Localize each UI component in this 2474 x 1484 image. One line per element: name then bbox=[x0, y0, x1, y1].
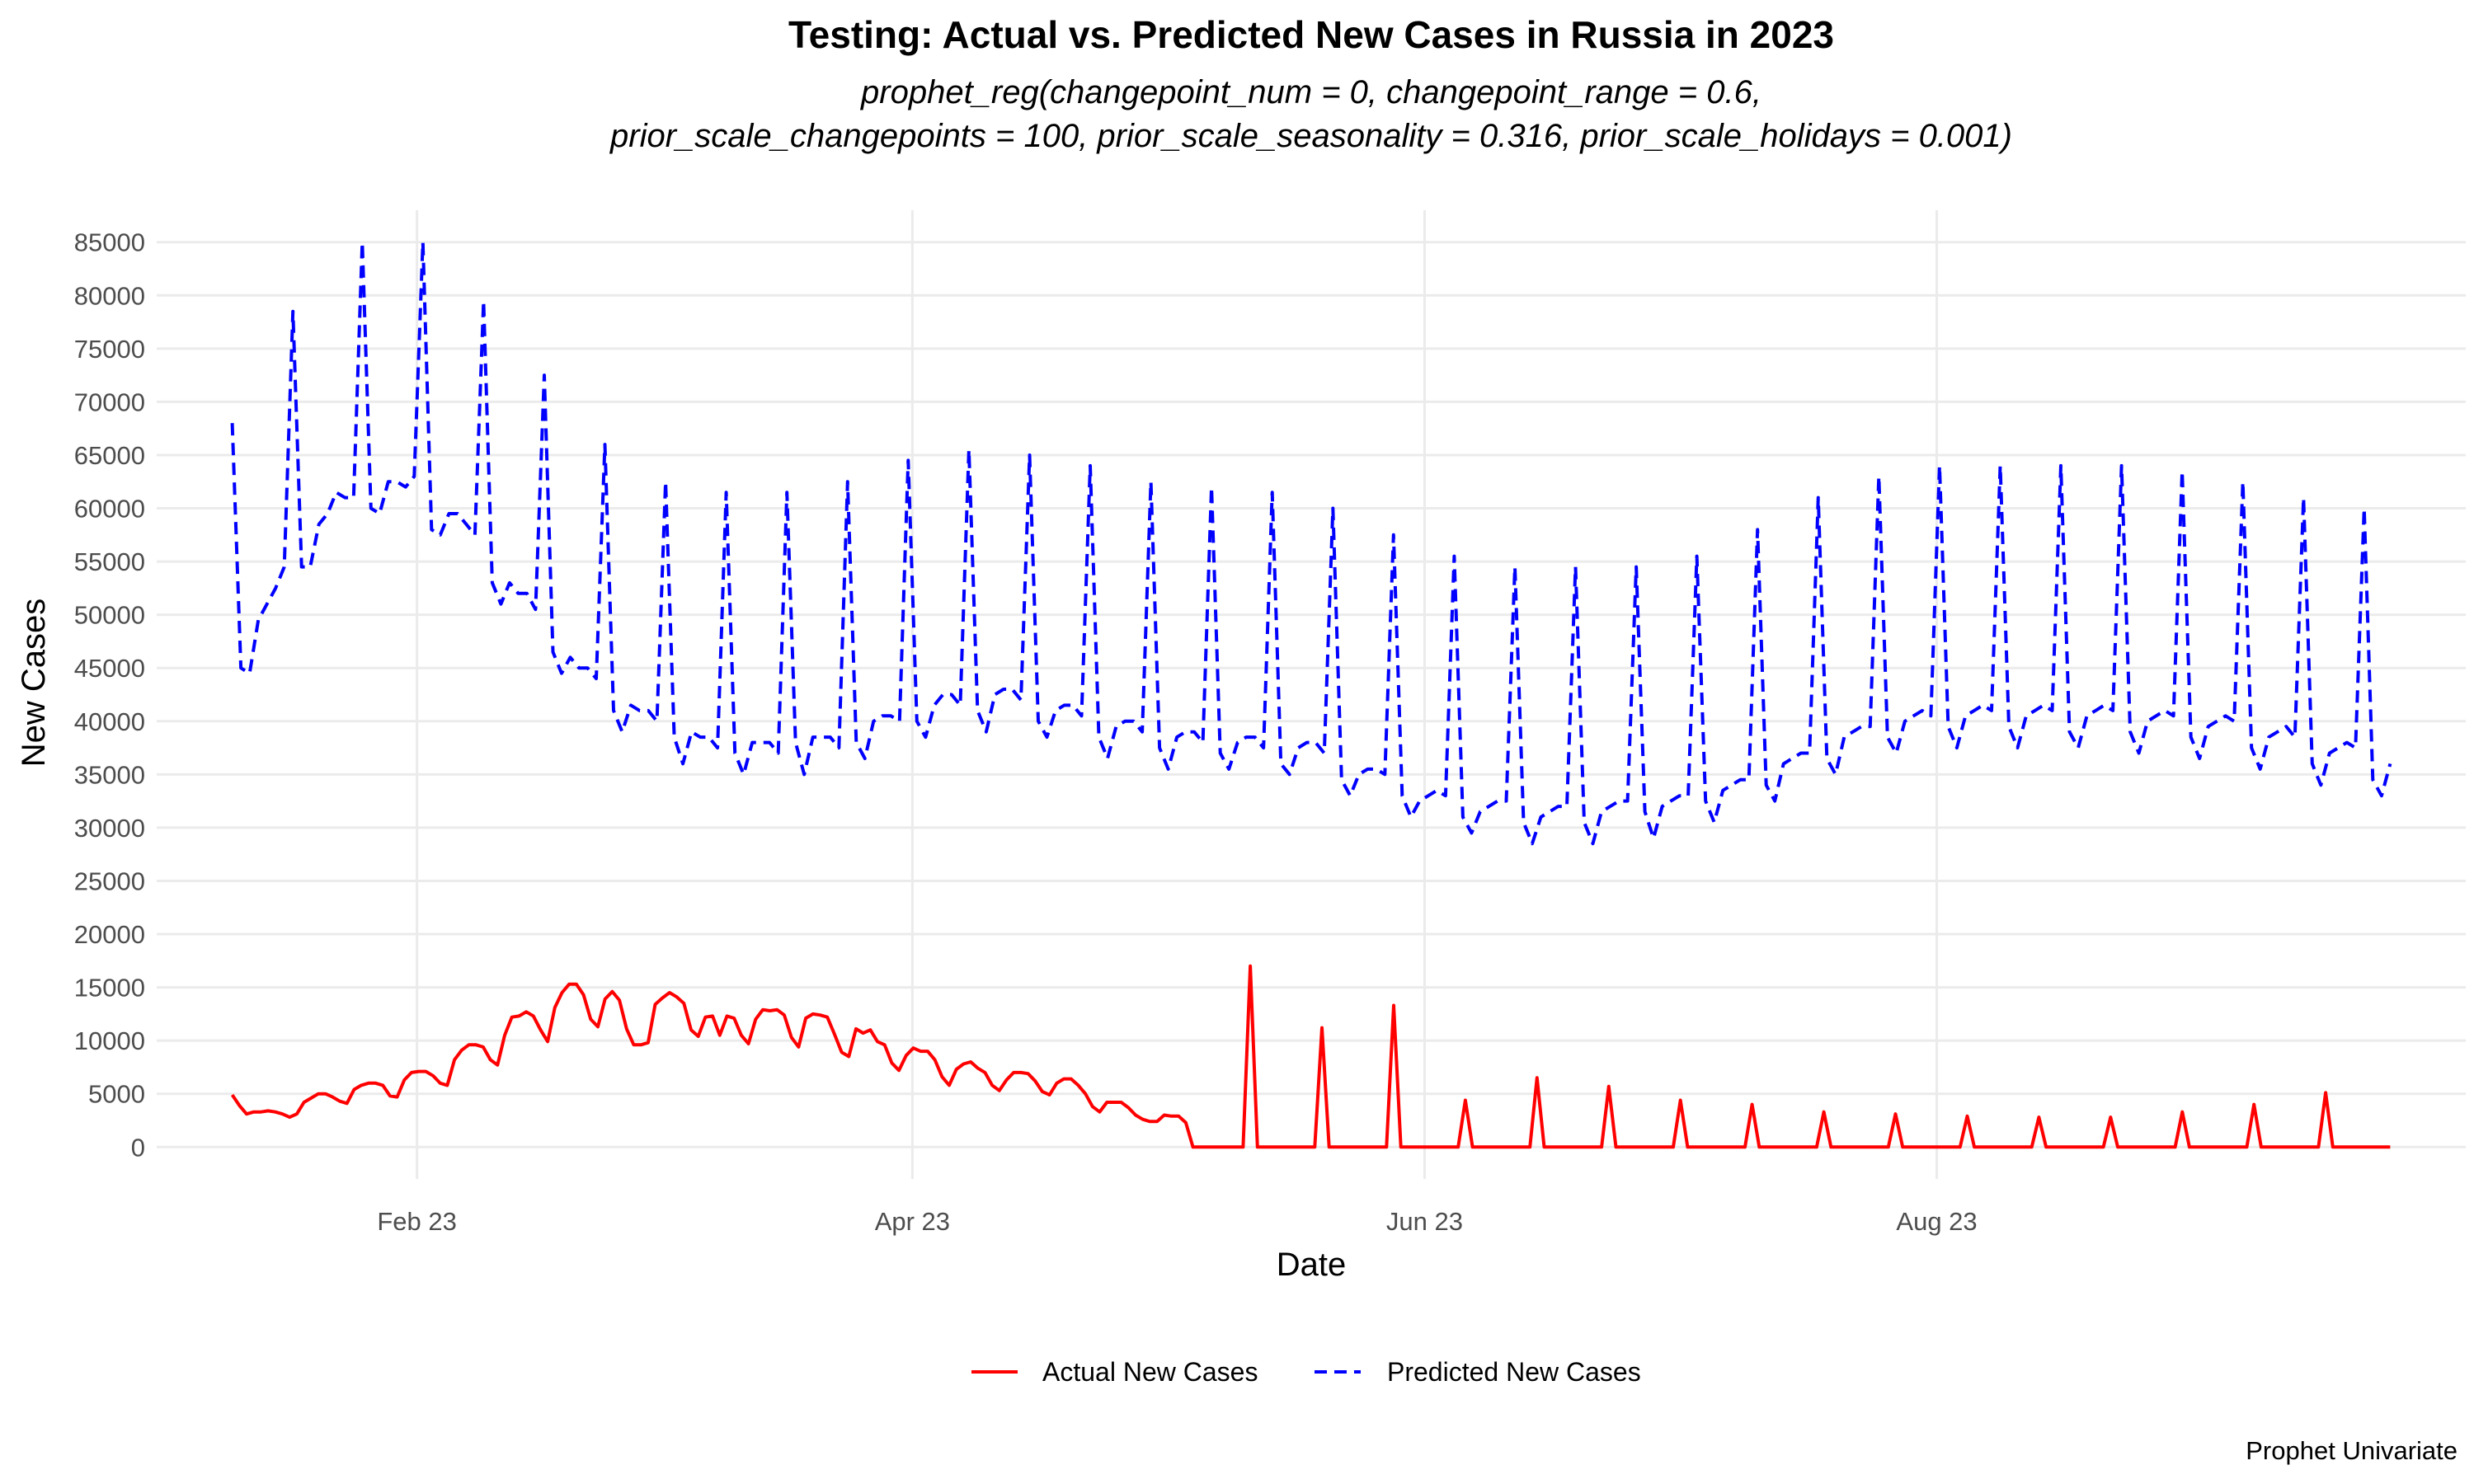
y-tick-label: 55000 bbox=[74, 547, 145, 576]
x-tick-label: Aug 23 bbox=[1896, 1207, 1977, 1236]
legend: Actual New Cases Predicted New Cases bbox=[971, 1357, 1641, 1387]
chart-subtitle-line-1: prophet_reg(changepoint_num = 0, changep… bbox=[860, 74, 1761, 110]
y-tick-label: 75000 bbox=[74, 335, 145, 364]
chart-title: Testing: Actual vs. Predicted New Cases … bbox=[788, 13, 1834, 56]
y-axis-tick-labels: 0 5000 10000 15000 20000 25000 30000 35000 40000… bbox=[74, 228, 145, 1162]
y-tick-label: 80000 bbox=[74, 281, 145, 310]
x-tick-label: Feb 23 bbox=[377, 1207, 457, 1236]
y-tick-label: 85000 bbox=[74, 228, 145, 257]
y-tick-label: 60000 bbox=[74, 495, 145, 524]
y-tick-label: 25000 bbox=[74, 866, 145, 895]
y-tick-label: 0 bbox=[131, 1133, 145, 1162]
y-tick-label: 15000 bbox=[74, 974, 145, 1003]
chart-subtitle-line-2: prior_scale_changepoints = 100, prior_sc… bbox=[609, 118, 2012, 154]
y-tick-label: 45000 bbox=[74, 654, 145, 683]
legend-label-predicted: Predicted New Cases bbox=[1387, 1357, 1641, 1387]
chart-caption: Prophet Univariate bbox=[2246, 1436, 2458, 1465]
y-tick-label: 70000 bbox=[74, 387, 145, 416]
actual-new-cases-line bbox=[230, 964, 2391, 1149]
x-axis-title: Date bbox=[1277, 1247, 1347, 1283]
y-tick-label: 10000 bbox=[74, 1026, 145, 1055]
y-tick-label: 65000 bbox=[74, 441, 145, 470]
grid-lines bbox=[157, 210, 2466, 1179]
y-tick-label: 40000 bbox=[74, 707, 145, 736]
x-tick-label: Apr 23 bbox=[875, 1207, 950, 1236]
predicted-new-cases-line bbox=[230, 240, 2392, 846]
x-tick-label: Jun 23 bbox=[1386, 1207, 1463, 1236]
y-axis-title: New Cases bbox=[16, 599, 52, 768]
y-tick-label: 20000 bbox=[74, 920, 145, 949]
x-axis-tick-labels: Feb 23 Apr 23 Jun 23 Aug 23 bbox=[377, 1207, 1977, 1236]
y-tick-label: 35000 bbox=[74, 760, 145, 789]
y-tick-label: 30000 bbox=[74, 814, 145, 843]
y-tick-label: 5000 bbox=[88, 1080, 145, 1109]
y-tick-label: 50000 bbox=[74, 601, 145, 630]
legend-label-actual: Actual New Cases bbox=[1042, 1357, 1258, 1387]
